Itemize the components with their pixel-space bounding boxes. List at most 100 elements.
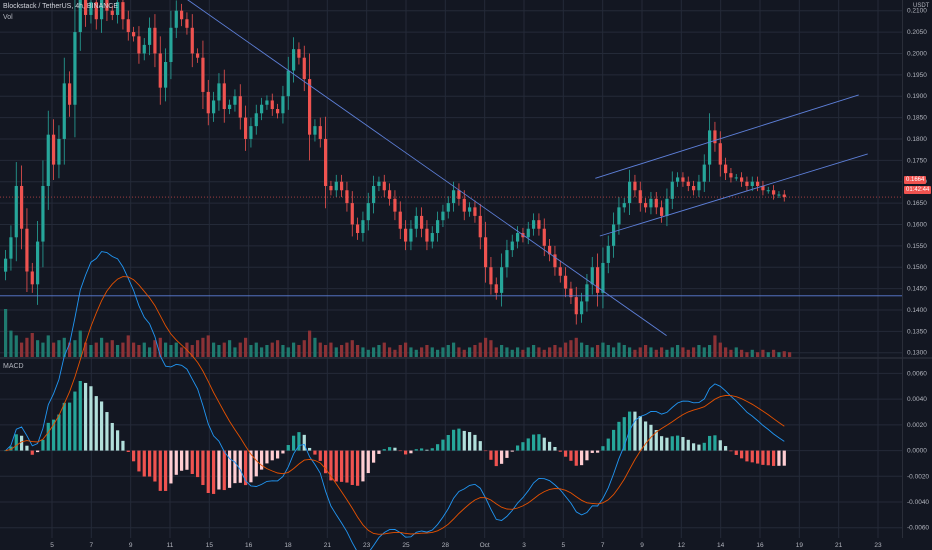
volume-bar	[46, 335, 50, 357]
macd-histogram-bar	[308, 447, 312, 451]
volume-bar	[169, 345, 173, 357]
volume-bar	[633, 349, 637, 357]
macd-histogram-bar	[20, 435, 24, 451]
y-tick-label: 0.1400	[907, 307, 927, 314]
candle-body	[217, 83, 221, 101]
volume-bar	[286, 347, 290, 357]
macd-histogram-bar	[78, 380, 82, 451]
macd-histogram-bar	[137, 450, 141, 472]
volume-bar	[238, 342, 242, 357]
candle-body	[617, 207, 621, 225]
candle-body	[649, 198, 653, 208]
volume-bar	[660, 347, 664, 357]
macd-histogram-bar	[292, 435, 296, 451]
macd-histogram-bar	[217, 450, 221, 490]
volume-bar	[462, 349, 466, 357]
macd-histogram-bar	[324, 450, 328, 474]
macd-histogram-bar	[569, 450, 573, 461]
volume-bar	[473, 345, 477, 357]
candle-body	[670, 181, 674, 199]
macd-histogram-bar	[585, 450, 589, 461]
candle-body	[324, 138, 328, 186]
candle-body	[302, 57, 306, 80]
volume-bar	[446, 345, 450, 357]
candle-body	[612, 224, 616, 246]
macd-histogram-bar	[62, 402, 66, 451]
volume-bar	[564, 342, 568, 357]
x-tick-label: 11	[167, 542, 174, 549]
candle-body	[281, 96, 285, 114]
volume-bar	[137, 345, 141, 357]
volume-bar	[580, 342, 584, 357]
candle-body	[254, 113, 258, 127]
macd-histogram-bar	[740, 450, 744, 459]
candle-body	[446, 203, 450, 212]
volume-bar	[750, 349, 754, 357]
candle-body	[772, 190, 776, 195]
macd-histogram-bar	[201, 450, 205, 486]
candle-body	[148, 27, 152, 45]
macd-histogram-bar	[377, 450, 381, 454]
candle-body	[569, 288, 573, 298]
y-tick-label: 0.1850	[907, 115, 927, 122]
volume-bar	[153, 340, 157, 357]
macd-histogram-bar	[366, 450, 370, 474]
volume-bar	[377, 345, 381, 357]
volume-bar	[190, 345, 194, 357]
macd-histogram-bar	[745, 450, 749, 462]
volume-bar	[729, 349, 733, 357]
trendline-channel-lower	[599, 153, 868, 237]
candle-body	[542, 228, 546, 246]
volume-bar	[484, 337, 488, 357]
volume-bar	[174, 342, 178, 357]
macd-legend: MACD	[3, 363, 24, 370]
macd-histogram-bar	[36, 450, 40, 453]
macd-histogram-bar	[388, 447, 392, 451]
macd-histogram-bar	[382, 449, 386, 451]
volume-bar	[228, 340, 232, 357]
macd-histogram-bar	[601, 446, 605, 451]
candle-body	[628, 181, 632, 204]
macd-histogram-bar	[185, 450, 189, 470]
volume-bar	[382, 342, 386, 357]
macd-histogram-bar	[329, 450, 333, 481]
candle-body	[57, 138, 61, 165]
signal-line	[5, 276, 785, 535]
candle-body	[180, 10, 184, 20]
candle-body	[345, 190, 349, 204]
macd-histogram-bar	[244, 450, 248, 486]
macd-histogram-bar	[580, 450, 584, 466]
volume-bar	[441, 347, 445, 357]
symbol-legend: Blockstack / TetherUS, 4h, BINANCE	[3, 3, 119, 10]
macd-histogram-bar	[260, 450, 264, 470]
candle-body	[388, 190, 392, 199]
macd-histogram-bar	[180, 450, 184, 471]
macd-histogram-bar	[654, 430, 658, 451]
candle-body	[478, 215, 482, 238]
macd-histogram-bar	[777, 450, 781, 466]
candle-body	[382, 181, 386, 191]
candle-body	[142, 44, 146, 54]
candle-body	[393, 198, 397, 212]
macd-histogram-bar	[409, 450, 413, 454]
macd-histogram-bar	[430, 448, 434, 451]
macd-histogram-bar	[617, 421, 621, 451]
macd-histogram-bar	[334, 450, 338, 482]
candle-body	[153, 27, 157, 54]
candle-body	[468, 207, 472, 212]
macd-histogram-bar	[233, 450, 237, 484]
candle-body	[430, 233, 434, 242]
volume-bar	[398, 345, 402, 357]
candle-body	[532, 220, 536, 229]
macd-histogram-bar	[436, 444, 440, 451]
x-tick-label: 23	[874, 542, 882, 549]
candle-body	[516, 233, 520, 242]
candle-body	[692, 185, 696, 191]
macd-histogram-bar	[153, 450, 157, 482]
x-tick-label: 9	[640, 542, 644, 549]
candle-body	[505, 250, 509, 268]
candle-body	[414, 215, 418, 229]
candle-body	[404, 228, 408, 242]
x-tick-label: 5	[50, 542, 54, 549]
